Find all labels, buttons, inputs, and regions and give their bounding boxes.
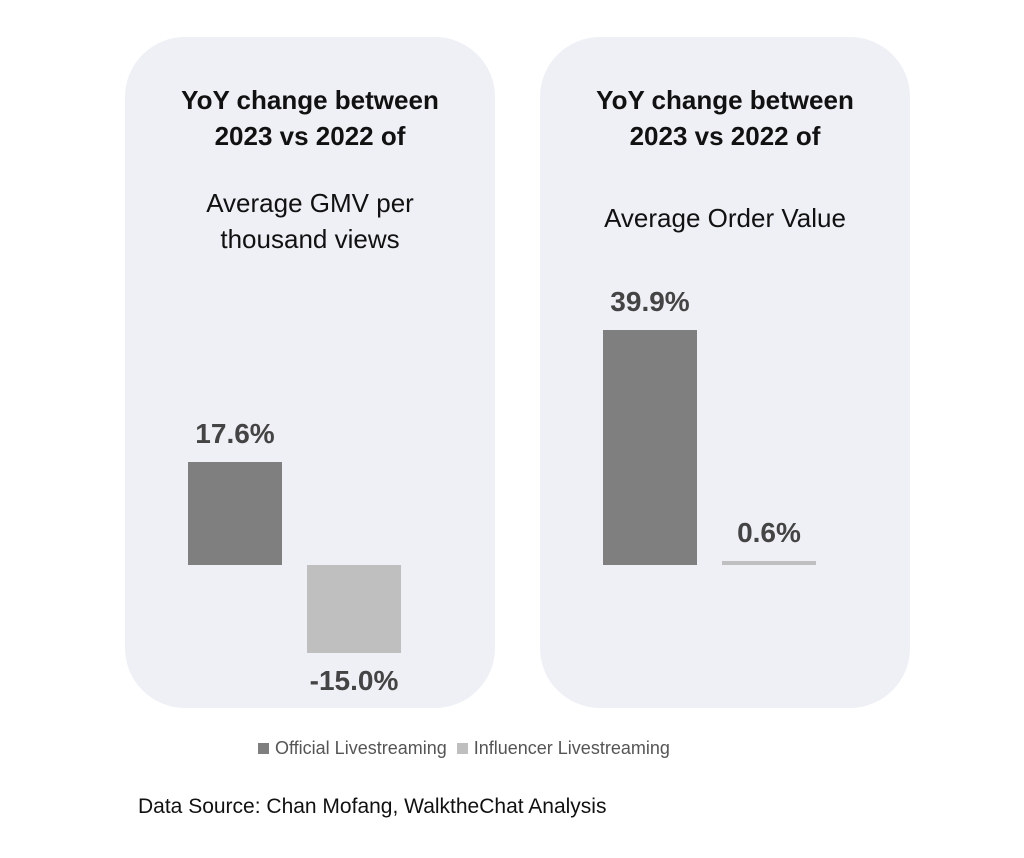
data-label: 0.6%	[737, 517, 801, 549]
data-label: 39.9%	[610, 286, 690, 318]
bar	[188, 461, 282, 565]
bar	[603, 330, 697, 565]
legend-item: Influencer Livestreaming	[456, 738, 670, 759]
bar	[307, 565, 401, 654]
bar	[722, 561, 816, 565]
source: Data Source: Chan Mofang, WalktheChat An…	[138, 795, 607, 818]
legend-label: Official Livestreaming	[275, 738, 447, 758]
data-label: 17.6%	[195, 417, 275, 449]
panel	[540, 37, 910, 708]
chart-title: YoY change between 2023 vs 2022 of	[181, 85, 439, 151]
legend: Official Livestreaming Influencer Livestr…	[258, 738, 680, 759]
chart-title: YoY change between 2023 vs 2022 of	[596, 85, 854, 151]
data-label: -15.0%	[309, 665, 399, 697]
legend-swatch	[456, 743, 468, 754]
chart-subtitle: Average GMV per thousand views	[206, 188, 414, 254]
legend-swatch	[258, 743, 269, 754]
legend-item: Official Livestreaming	[258, 738, 447, 759]
legend-label: Influencer Livestreaming	[473, 738, 670, 758]
chart-subtitle: Average Order Value	[604, 203, 846, 233]
